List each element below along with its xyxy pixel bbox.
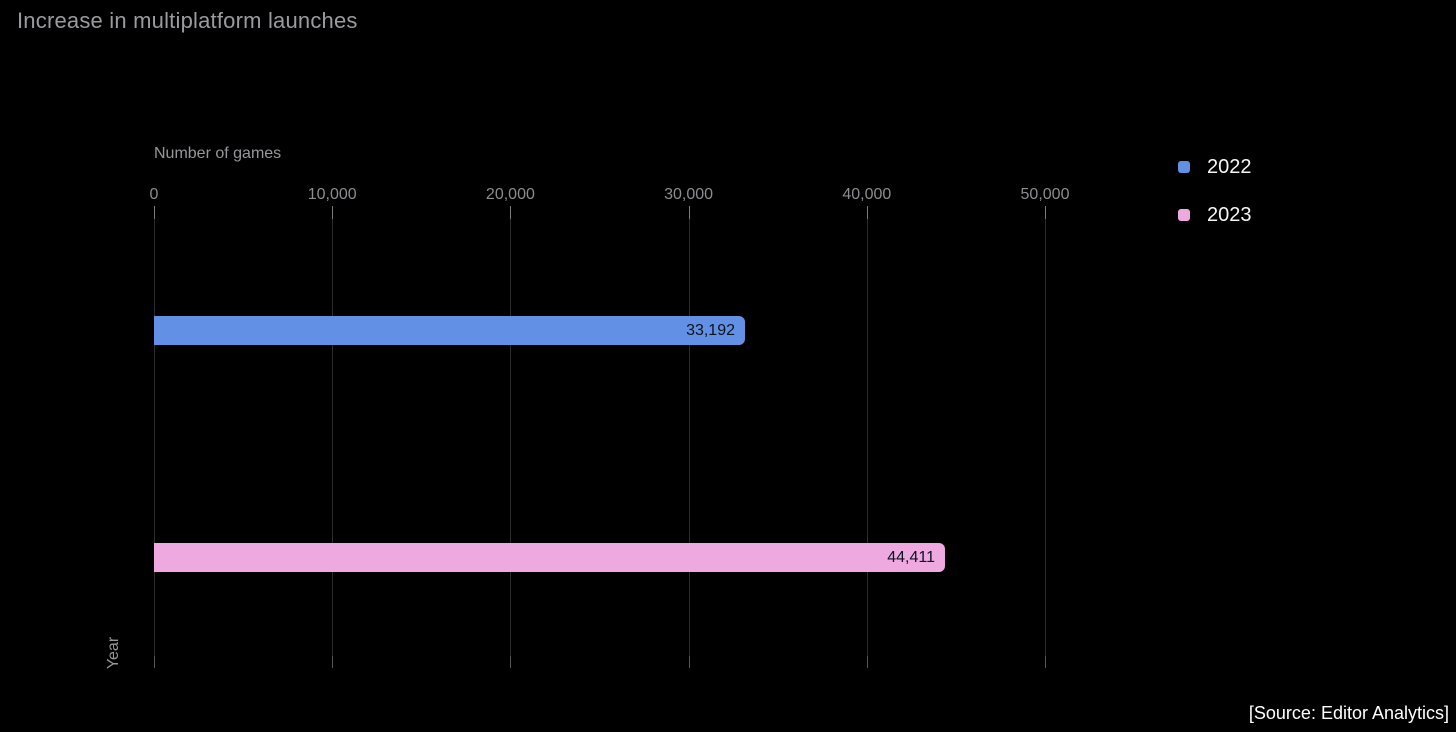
x-tick-label: 20,000 bbox=[485, 186, 535, 203]
x-tick-mark-bottom bbox=[688, 656, 690, 668]
x-tick-label: 10,000 bbox=[307, 186, 357, 203]
x-tick-mark-top bbox=[332, 206, 334, 219]
x-tick-mark-top bbox=[154, 206, 155, 219]
x-tick-label: 50,000 bbox=[1020, 186, 1070, 203]
y-axis-title: Year bbox=[105, 636, 122, 670]
legend-label: 2022 bbox=[1207, 155, 1252, 178]
bar-value-label: 44,411 bbox=[887, 548, 935, 566]
x-tick-label: 40,000 bbox=[842, 186, 892, 203]
gridline bbox=[866, 206, 868, 668]
bar-2022: 33,192 bbox=[154, 316, 745, 345]
chart-title: Increase in multiplatform launches bbox=[17, 8, 358, 33]
x-tick-label: 0 bbox=[149, 186, 159, 203]
x-axis-title: Number of games bbox=[154, 145, 282, 162]
x-tick-mark-bottom bbox=[1045, 656, 1046, 668]
x-tick-mark-top bbox=[1045, 206, 1046, 219]
source-note: [Source: Editor Analytics] bbox=[1248, 703, 1449, 723]
bar-2023: 44,411 bbox=[154, 543, 945, 572]
legend-label: 2023 bbox=[1207, 203, 1252, 226]
x-tick-mark-top bbox=[510, 206, 512, 219]
gridline bbox=[688, 206, 690, 668]
x-tick-mark-bottom bbox=[510, 656, 512, 668]
x-tick-mark-bottom bbox=[866, 656, 868, 668]
x-tick-mark-top bbox=[688, 206, 690, 219]
legend-swatch bbox=[1178, 209, 1190, 221]
legend: 2022 2023 bbox=[1178, 156, 1252, 226]
bar-value-label: 33,192 bbox=[686, 321, 735, 339]
gridline bbox=[332, 206, 334, 668]
gridline bbox=[154, 206, 155, 668]
legend-swatch bbox=[1178, 161, 1190, 173]
gridline bbox=[510, 206, 512, 668]
x-tick-mark-bottom bbox=[154, 656, 155, 668]
legend-item-2022: 2022 bbox=[1178, 156, 1252, 178]
x-tick-mark-top bbox=[866, 206, 868, 219]
legend-item-2023: 2023 bbox=[1178, 204, 1252, 226]
x-tick-mark-bottom bbox=[332, 656, 334, 668]
x-tick-label: 30,000 bbox=[664, 186, 714, 203]
gridline bbox=[1045, 206, 1046, 668]
